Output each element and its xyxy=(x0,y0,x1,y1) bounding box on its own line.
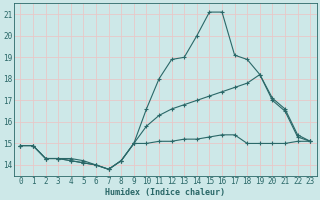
X-axis label: Humidex (Indice chaleur): Humidex (Indice chaleur) xyxy=(105,188,225,197)
